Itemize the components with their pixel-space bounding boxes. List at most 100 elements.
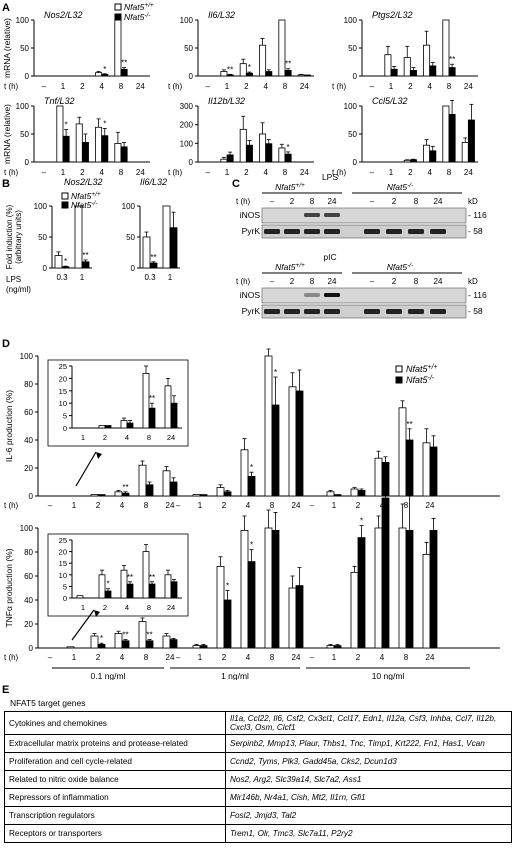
arrow-head: [94, 610, 100, 617]
y-tick-label: 100: [20, 352, 34, 361]
chart-title: Nos2/L32: [64, 177, 103, 187]
legend-gene-name: Nfat5+/+: [71, 191, 101, 201]
x-tick-label: 4: [99, 168, 104, 177]
gene-superscript: +/+: [91, 191, 101, 198]
x-tick-label: 1: [61, 168, 66, 177]
x-tick-label: 2: [408, 82, 413, 91]
chart-title: Tnf/L32: [44, 96, 75, 106]
bar-ko: [126, 583, 134, 599]
bar-wt: [403, 57, 411, 77]
legend-gene-name: Nfat5-/-: [387, 182, 414, 192]
y-tick-label: 50: [184, 44, 193, 53]
band-pyrk: [386, 229, 402, 234]
x-tick-label: 4: [263, 82, 268, 91]
bar-ko: [170, 402, 178, 429]
bar-ko: [81, 261, 90, 269]
y-tick-label: 0: [29, 644, 34, 653]
bar-ko: [448, 114, 456, 163]
bar-wt: [216, 566, 225, 649]
gene-list: Fosl2, Jmjd3, Tal2: [225, 806, 512, 825]
bar-wt: [384, 54, 392, 77]
x-tick-label: 24: [464, 168, 473, 177]
gene-superscript: +/+: [428, 364, 438, 371]
significance-marker: **: [149, 573, 155, 582]
lane-time-label: 2: [290, 277, 295, 286]
significance-marker: **: [149, 394, 155, 403]
x-tick-label: –: [48, 653, 53, 662]
band-pyrk: [284, 229, 300, 234]
mw-marker: - 58: [468, 226, 483, 236]
x-tick-label: 8: [283, 168, 288, 177]
x-tick-label: 8: [147, 603, 151, 612]
legend: Nfat5+/+Nfat5-/-: [395, 364, 438, 385]
x-tick-label: 1: [81, 603, 85, 612]
x-tick-label: 1: [168, 273, 173, 282]
x-tick-label: 1: [198, 653, 203, 662]
bar-wt: [259, 133, 267, 163]
gene-category: Receptors or transporters: [4, 824, 226, 843]
legend-swatch-wt: [114, 3, 122, 11]
bar-wt: [403, 159, 411, 163]
band-pyrk: [264, 309, 280, 314]
bar-ko: [333, 494, 342, 497]
bar-ko: [223, 491, 232, 497]
legend: Nfat5+/+Nfat5-/-: [61, 191, 101, 210]
gene-base: Nfat5: [275, 262, 296, 272]
y-axis-label: mRNA (relative): [2, 104, 12, 164]
panel-b: Nos2/L32 Il6/L32 0 50 100 * 0.3 ** 1 0 50 100 ** 0.3 1…: [5, 177, 180, 294]
x-tick-label: 1: [389, 168, 394, 177]
y-axis-label: mRNA (relative): [2, 18, 12, 78]
x-tick-label: 24: [166, 653, 175, 662]
bar-ko: [381, 497, 390, 649]
significance-marker: **: [122, 483, 128, 492]
gene-superscript: -/-: [407, 262, 414, 269]
bar-wt: [192, 645, 201, 649]
y-axis-label: (arbitrary units): [14, 210, 23, 264]
bar-wt: [442, 105, 450, 163]
legend-gene-name: Nfat5-/-: [387, 262, 414, 272]
y-tick-label: 0: [353, 158, 358, 167]
x-tick-label: –: [41, 82, 46, 91]
y-axis-label: Fold induction (%): [5, 204, 14, 269]
legend-gene-name: Nfat5+/+: [275, 262, 305, 272]
x-tick-label: 1: [332, 653, 337, 662]
x-tick-label: 2: [356, 501, 361, 510]
y-tick-label: 60: [24, 408, 33, 417]
bar-ko: [357, 489, 366, 497]
lane-time-label: 24: [328, 277, 337, 286]
lane-time-label: 24: [328, 197, 337, 206]
mw-marker: - 116: [468, 210, 487, 220]
bar-wt: [326, 645, 335, 649]
x-tick-label: 8: [270, 653, 275, 662]
x-tick-label: 2: [80, 82, 85, 91]
bar-wt: [259, 44, 267, 77]
y-tick-label: 80: [24, 548, 33, 557]
y-tick-label: 20: [59, 374, 67, 383]
bar-wt: [164, 574, 172, 599]
bar-ko: [429, 530, 438, 649]
dose-label: 1 ng/ml: [221, 671, 249, 680]
bar-ko: [121, 492, 130, 497]
bar-wt: [95, 126, 103, 163]
significance-marker: **: [449, 55, 455, 64]
y-tick-label: 80: [24, 380, 33, 389]
panel-e: E NFAT5 target genes Cytokines and chemo…: [2, 684, 516, 843]
legend-gene-name: Nfat5+/+: [124, 2, 154, 12]
band-pyrk: [324, 229, 340, 234]
band-pyrk: [284, 309, 300, 314]
x-tick-label: 0.3: [144, 273, 156, 282]
bar-wt: [76, 595, 84, 599]
bar-wt: [297, 74, 305, 77]
gene-base: Nfat5: [71, 200, 92, 210]
t-label: t (h): [236, 277, 251, 286]
bar-ko: [148, 583, 156, 599]
significance-marker: *: [287, 143, 290, 152]
x-tick-label: 2: [244, 82, 249, 91]
x-tick-label: –: [310, 653, 315, 662]
gene-base: Nfat5: [71, 191, 92, 201]
significance-marker: *: [64, 257, 67, 266]
legend-swatch-wt: [61, 192, 69, 200]
table-row: Extracellular matrix proteins and protea…: [4, 734, 512, 753]
